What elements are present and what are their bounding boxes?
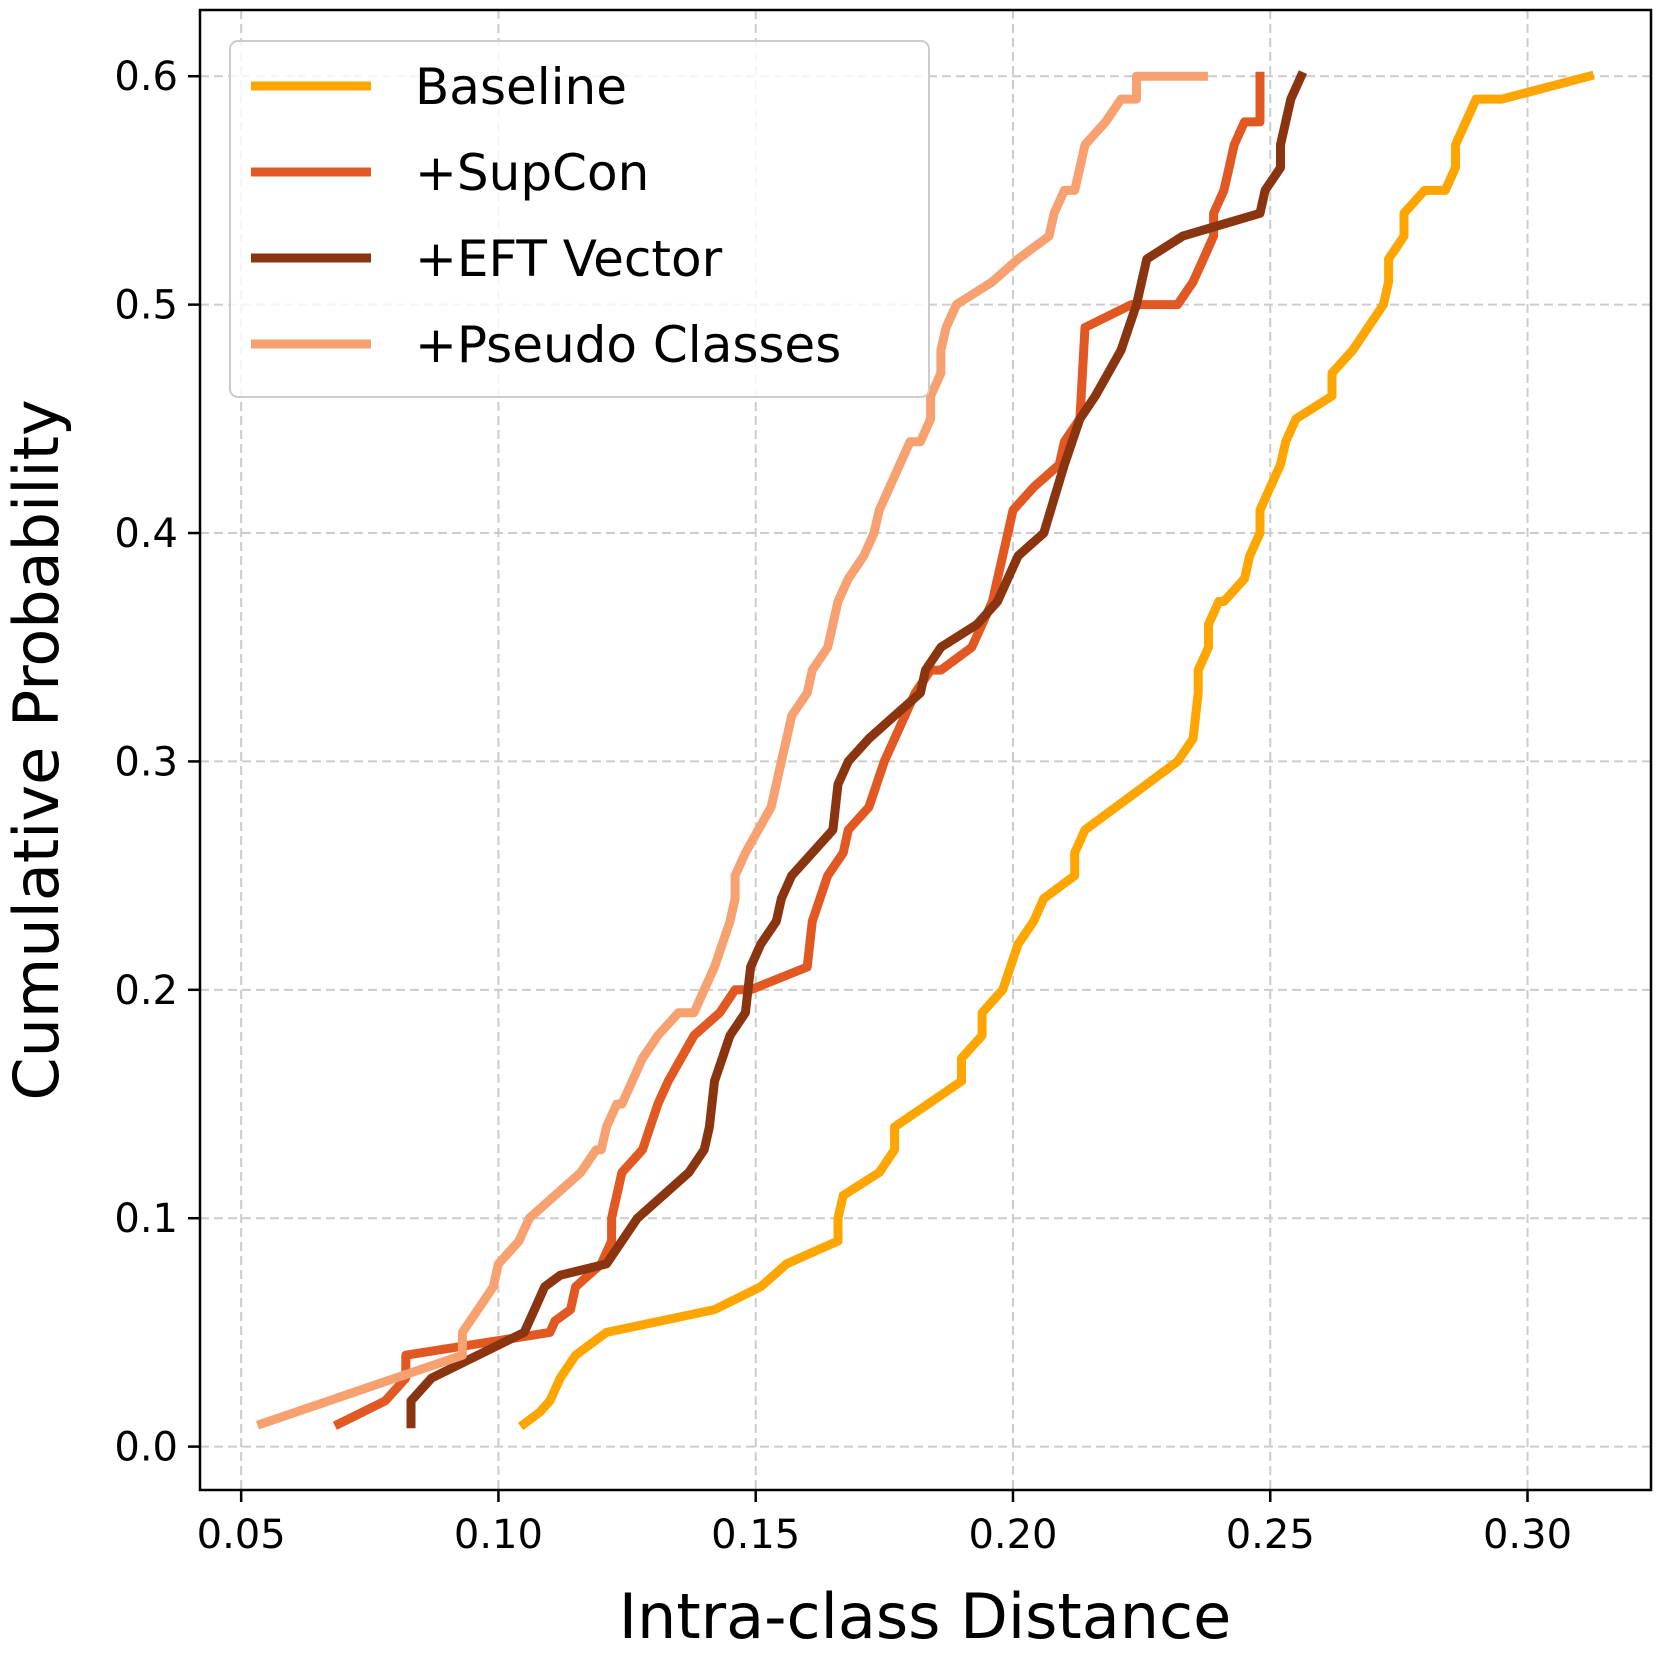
series-line-baseline bbox=[517, 70, 1595, 1431]
x-axis: 0.05 0.10 0.15 0.20 0.25 0.30 bbox=[197, 1490, 1572, 1558]
y-axis: 0.0 0.1 0.2 0.3 0.4 0.5 0.6 bbox=[114, 54, 200, 1471]
y-tick-label: 0.4 bbox=[114, 511, 178, 557]
y-tick-label: 0.1 bbox=[114, 1196, 178, 1242]
legend-label: +Pseudo Classes bbox=[415, 316, 841, 374]
y-tick-label: 0.0 bbox=[114, 1425, 178, 1471]
series-line-pseudo-classes bbox=[255, 71, 1208, 1430]
y-tick-label: 0.3 bbox=[114, 739, 178, 785]
legend-label: Baseline bbox=[415, 58, 627, 116]
legend-label: +SupCon bbox=[415, 144, 649, 202]
plot-frame bbox=[198, 8, 1653, 1492]
x-tick-label: 0.20 bbox=[968, 1512, 1057, 1558]
series-group bbox=[255, 70, 1595, 1431]
x-axis-title: Intra-class Distance bbox=[619, 1580, 1231, 1653]
legend: Baseline +SupCon +EFT Vector +Pseudo Classe… bbox=[229, 40, 930, 398]
y-axis-title: Cumulative Probability bbox=[0, 399, 73, 1100]
legend-box bbox=[229, 40, 930, 398]
y-tick-label: 0.5 bbox=[114, 283, 178, 329]
x-tick-label: 0.05 bbox=[197, 1512, 286, 1558]
x-tick-label: 0.15 bbox=[711, 1512, 800, 1558]
legend-label: +EFT Vector bbox=[415, 230, 723, 288]
series-line-eft-vector bbox=[406, 70, 1308, 1429]
y-tick-label: 0.2 bbox=[114, 968, 178, 1014]
x-tick-label: 0.25 bbox=[1226, 1512, 1315, 1558]
x-tick-label: 0.30 bbox=[1483, 1512, 1572, 1558]
x-tick-label: 0.10 bbox=[454, 1512, 543, 1558]
series-line-supcon bbox=[332, 71, 1265, 1430]
y-tick-label: 0.6 bbox=[114, 54, 178, 100]
